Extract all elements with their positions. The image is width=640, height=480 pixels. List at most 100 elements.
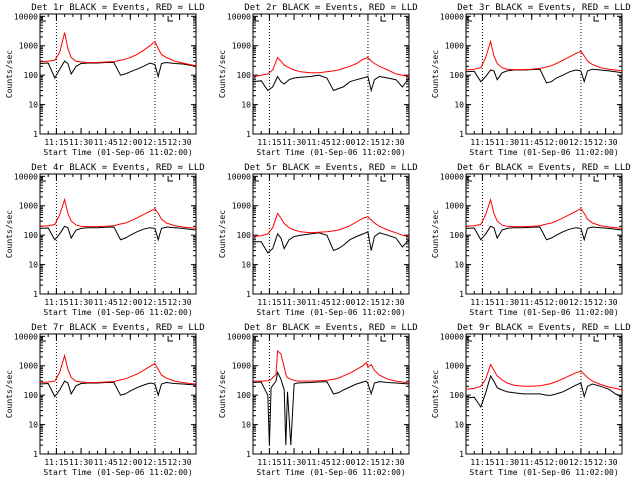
y-tick-label: 10 — [241, 101, 251, 110]
y-tick-label: 1000 — [445, 362, 464, 371]
y-axis-label: Counts/sec — [5, 50, 14, 98]
x-tick-label: 12:15 — [356, 298, 380, 307]
x-tick-label: 11:45 — [307, 298, 331, 307]
y-axis-label: Counts/sec — [431, 370, 440, 418]
x-tick-label: 12:15 — [569, 458, 593, 467]
y-tick-label: 10 — [28, 261, 38, 270]
y-tick-label: 10 — [454, 261, 464, 270]
x-tick-label: 12:15 — [356, 138, 380, 147]
top-right-marker — [593, 336, 600, 342]
y-tick-label: 100 — [24, 231, 39, 240]
lld-series-line — [465, 39, 623, 72]
x-tick-label: 11:45 — [520, 298, 544, 307]
x-axis-label: Start Time (01-Sep-06 11:02:00) — [256, 308, 405, 317]
y-tick-label: 10000 — [227, 172, 251, 181]
top-left-marker — [467, 336, 472, 342]
x-tick-label: 11:30 — [495, 298, 519, 307]
x-tick-label: 12:30 — [381, 298, 405, 307]
top-left-marker — [41, 336, 46, 342]
x-tick-label: 11:45 — [94, 298, 118, 307]
events-series-line — [465, 68, 623, 84]
x-tick-label: 11:15 — [44, 298, 68, 307]
x-tick-label: 11:30 — [282, 458, 306, 467]
x-tick-label: 12:15 — [356, 458, 380, 467]
y-axis-label: Counts/sec — [431, 210, 440, 258]
y-tick-label: 10000 — [14, 12, 38, 21]
x-axis-label: Start Time (01-Sep-06 11:02:00) — [469, 308, 618, 317]
x-axis-label: Start Time (01-Sep-06 11:02:00) — [469, 468, 618, 477]
x-tick-label: 11:15 — [470, 458, 494, 467]
x-tick-label: 11:15 — [257, 458, 281, 467]
y-axis-label: Counts/sec — [218, 210, 227, 258]
plot-frame — [252, 173, 410, 295]
x-tick-label: 11:15 — [470, 298, 494, 307]
y-tick-label: 10 — [454, 101, 464, 110]
x-tick-label: 12:00 — [118, 458, 142, 467]
y-tick-label: 1000 — [445, 202, 464, 211]
events-series-line — [465, 374, 623, 409]
detector-panel-4: Det 4r BLACK = Events, RED = LLD 1 10 100 10… — [5, 163, 205, 317]
y-tick-label: 1 — [459, 450, 464, 459]
y-tick-label: 1 — [33, 130, 38, 139]
top-left-marker — [41, 176, 46, 182]
y-tick-label: 10 — [28, 421, 38, 430]
x-tick-label: 11:45 — [94, 138, 118, 147]
y-tick-label: 10000 — [14, 172, 38, 181]
top-right-marker — [167, 336, 174, 342]
y-tick-label: 10 — [241, 261, 251, 270]
plot-frame — [465, 173, 623, 295]
events-series-line — [252, 74, 410, 93]
y-tick-label: 10000 — [227, 12, 251, 21]
detector-panel-3: Det 3r BLACK = Events, RED = LLD 1 10 100 10… — [431, 3, 631, 157]
x-tick-label: 12:15 — [143, 458, 167, 467]
plot-frame — [465, 13, 623, 135]
events-series-line — [253, 231, 410, 254]
y-tick-label: 100 — [24, 71, 39, 80]
x-tick-label: 11:30 — [495, 458, 519, 467]
x-tick-label: 11:30 — [69, 138, 93, 147]
y-axis-label: Counts/sec — [218, 50, 227, 98]
x-tick-label: 12:30 — [594, 138, 618, 147]
events-series-line — [39, 60, 197, 80]
y-tick-label: 1 — [459, 130, 464, 139]
panel-title: Det 7r BLACK = Events, RED = LLD — [31, 323, 204, 333]
x-axis-label: Start Time (01-Sep-06 11:02:00) — [256, 148, 405, 157]
x-tick-label: 11:30 — [69, 458, 93, 467]
x-tick-label: 12:00 — [544, 458, 568, 467]
x-tick-label: 11:45 — [520, 138, 544, 147]
y-tick-label: 100 — [450, 391, 465, 400]
x-tick-label: 12:00 — [331, 458, 355, 467]
y-tick-label: 1000 — [232, 362, 251, 371]
x-tick-label: 12:30 — [168, 458, 192, 467]
y-tick-label: 1 — [33, 290, 38, 299]
x-tick-label: 11:15 — [257, 298, 281, 307]
y-tick-label: 1 — [33, 450, 38, 459]
x-tick-label: 11:45 — [520, 458, 544, 467]
panel-title: Det 3r BLACK = Events, RED = LLD — [457, 3, 630, 13]
events-series-line — [39, 380, 197, 398]
x-tick-label: 11:30 — [282, 138, 306, 147]
y-tick-label: 1000 — [232, 202, 251, 211]
top-left-marker — [254, 336, 259, 342]
y-tick-label: 1000 — [19, 42, 38, 51]
top-left-marker — [41, 16, 46, 22]
y-tick-label: 1 — [246, 130, 251, 139]
y-tick-label: 1 — [246, 290, 251, 299]
x-tick-label: 11:15 — [257, 138, 281, 147]
top-right-marker — [380, 336, 387, 342]
y-tick-label: 10000 — [440, 12, 464, 21]
x-tick-label: 12:15 — [569, 138, 593, 147]
y-tick-label: 1000 — [19, 202, 38, 211]
y-tick-label: 100 — [24, 391, 39, 400]
detector-panel-9: Det 9r BLACK = Events, RED = LLD 1 10 100 10… — [431, 323, 631, 477]
y-axis-label: Counts/sec — [5, 210, 14, 258]
x-tick-label: 12:00 — [544, 298, 568, 307]
x-tick-label: 11:30 — [69, 298, 93, 307]
events-series-line — [465, 225, 623, 242]
x-axis-label: Start Time (01-Sep-06 11:02:00) — [43, 468, 192, 477]
x-tick-label: 11:45 — [94, 458, 118, 467]
events-series-line — [252, 370, 410, 446]
plot-frame — [39, 333, 197, 455]
top-right-marker — [167, 16, 174, 22]
top-right-marker — [593, 16, 600, 22]
